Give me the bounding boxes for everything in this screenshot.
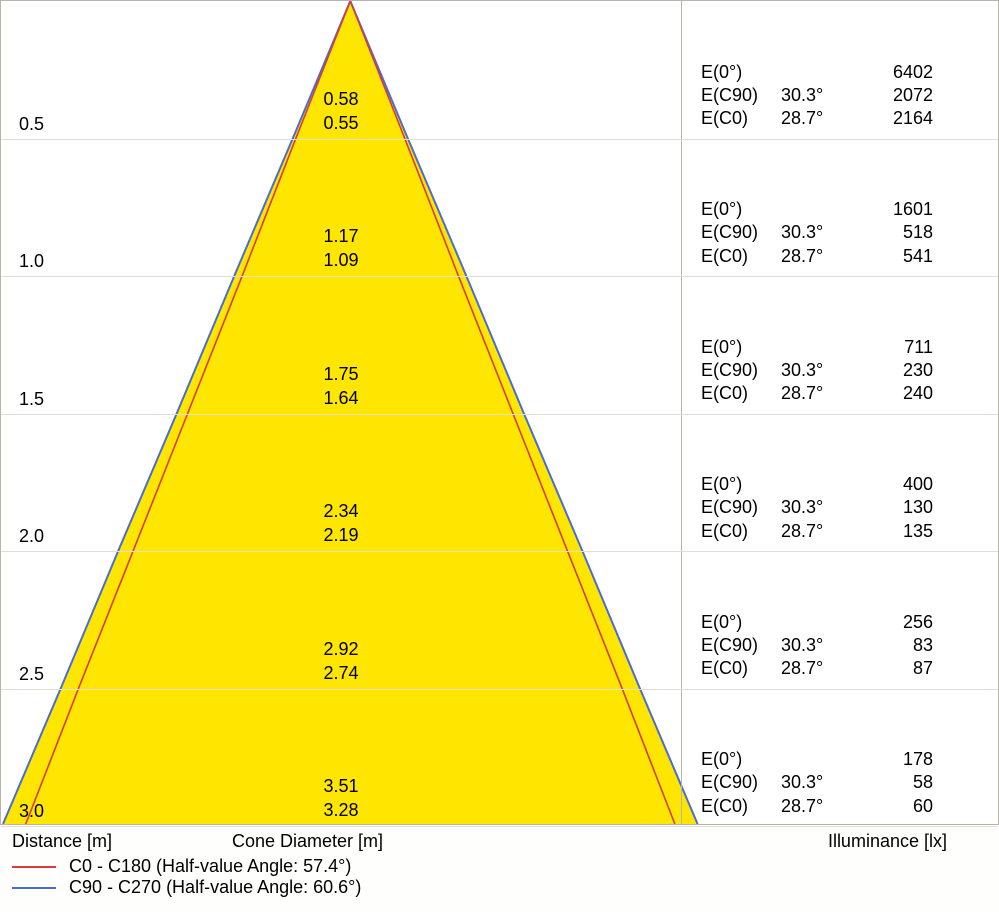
illuminance-block: E(0°)1601E(C90)30.3°518E(C0)28.7°541 (701, 198, 991, 268)
illuminance-block: E(0°)400E(C90)30.3°130E(C0)28.7°135 (701, 473, 991, 543)
legend-c0: C0 - C180 (Half-value Angle: 57.4°) (12, 856, 987, 877)
chart-area: 0.50.580.55E(0°)6402E(C90)30.3°2072E(C0)… (0, 0, 999, 825)
cone-diameter-c90: 2.34 (1, 501, 681, 522)
side-panel-separator (681, 1, 682, 824)
grid-line (1, 414, 998, 415)
cone-diameter-c90: 2.92 (1, 639, 681, 660)
cone-diameter-c0: 2.74 (1, 663, 681, 684)
legend-c90: C90 - C270 (Half-value Angle: 60.6°) (12, 877, 987, 898)
cone-diameter-axis-label: Cone Diameter [m] (232, 831, 532, 852)
legend: C0 - C180 (Half-value Angle: 57.4°) C90 … (0, 854, 999, 904)
cone-diameter-c0: 3.28 (1, 800, 681, 821)
legend-c0-text: C0 - C180 (Half-value Angle: 57.4°) (69, 856, 351, 876)
cone-diameter-c90: 0.58 (1, 89, 681, 110)
cone-diameter-c90: 3.51 (1, 776, 681, 797)
legend-c90-text: C90 - C270 (Half-value Angle: 60.6°) (69, 877, 361, 897)
cone-diameter-c0: 2.19 (1, 525, 681, 546)
illuminance-axis-label: Illuminance [lx] (532, 831, 987, 852)
grid-line (1, 139, 998, 140)
grid-line (1, 826, 998, 827)
illuminance-block: E(0°)6402E(C90)30.3°2072E(C0)28.7°2164 (701, 61, 991, 131)
illuminance-block: E(0°)178E(C90)30.3°58E(C0)28.7°60 (701, 748, 991, 818)
illuminance-block: E(0°)711E(C90)30.3°230E(C0)28.7°240 (701, 336, 991, 406)
grid-line (1, 551, 998, 552)
legend-swatch-c0 (12, 866, 56, 868)
grid-line (1, 689, 998, 690)
legend-swatch-c90 (12, 887, 56, 889)
distance-axis-label: Distance [m] (12, 831, 232, 852)
illuminance-block: E(0°)256E(C90)30.3°83E(C0)28.7°87 (701, 611, 991, 681)
cone-diagram-figure: 0.50.580.55E(0°)6402E(C90)30.3°2072E(C0)… (0, 0, 999, 904)
cone-diameter-c0: 1.64 (1, 388, 681, 409)
cone-diameter-c0: 0.55 (1, 113, 681, 134)
grid-line (1, 276, 998, 277)
cone-diameter-c90: 1.17 (1, 226, 681, 247)
cone-diameter-c90: 1.75 (1, 364, 681, 385)
cone-diameter-c0: 1.09 (1, 250, 681, 271)
axis-labels-row: Distance [m] Cone Diameter [m] Illuminan… (0, 825, 999, 854)
